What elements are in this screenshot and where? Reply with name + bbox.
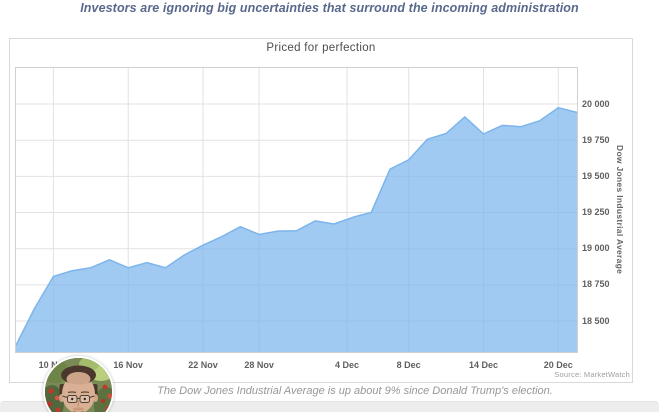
chart-caption: The Dow Jones Industrial Average is up a…	[157, 385, 553, 397]
y-tick-label: 19 000	[582, 243, 610, 254]
author-avatar[interactable]	[43, 356, 114, 412]
y-tick-label: 18 500	[582, 315, 610, 326]
x-tick-label: 28 Nov	[244, 360, 274, 370]
source-attribution: Source: MarketWatch	[554, 370, 630, 379]
chart-title: Priced for perfection	[266, 42, 376, 54]
author-portrait-photo	[45, 358, 112, 412]
y-tick-label: 20 000	[582, 98, 610, 109]
article-headline: Investors are ignoring big uncertainties…	[80, 1, 579, 15]
x-tick-label: 16 Nov	[113, 360, 143, 370]
dow-area-chart[interactable]	[16, 68, 577, 352]
x-tick-label: 8 Dec	[396, 360, 421, 370]
y-tick-label: 19 250	[582, 207, 610, 218]
x-tick-label: 20 Dec	[543, 360, 573, 370]
plot-area[interactable]	[15, 67, 578, 353]
y-tick-label: 19 750	[582, 134, 610, 145]
page-fold-strip	[0, 401, 659, 412]
x-tick-label: 14 Dec	[468, 360, 499, 370]
x-tick-label: 22 Nov	[188, 360, 218, 370]
x-tick-label: 4 Dec	[334, 360, 359, 370]
y-tick-label: 18 750	[582, 279, 610, 290]
y-tick-label: 19 500	[582, 170, 610, 181]
y-axis-title: Dow Jones Industrial Average	[615, 145, 625, 275]
